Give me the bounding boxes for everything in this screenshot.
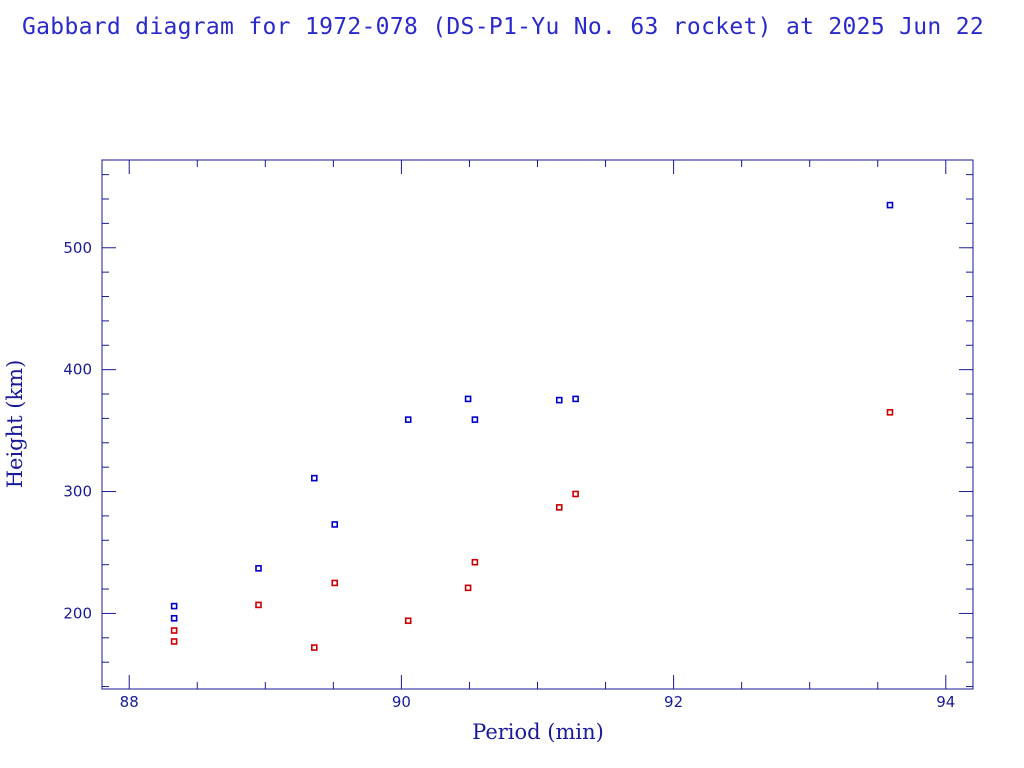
x-tick-label: 94 bbox=[936, 693, 955, 711]
apogee-point bbox=[170, 615, 178, 622]
y-tick-label: 300 bbox=[63, 483, 92, 501]
axis-ticks bbox=[102, 160, 973, 689]
y-tick-label: 200 bbox=[63, 604, 92, 622]
perigee-point bbox=[464, 584, 472, 592]
apogee-point bbox=[170, 602, 178, 610]
plot-frame bbox=[101, 159, 974, 690]
apogee-point bbox=[404, 416, 412, 423]
y-tick-label: 400 bbox=[63, 361, 92, 379]
apogee-point bbox=[311, 474, 318, 482]
y-axis-label: Height (km) bbox=[3, 360, 27, 489]
perigee-point bbox=[170, 638, 178, 645]
apogee-point bbox=[572, 395, 579, 403]
x-tick-label: 90 bbox=[392, 693, 411, 711]
apogee-point bbox=[886, 201, 894, 209]
chart-title: Gabbard diagram for 1972-078 (DS-P1-Yu N… bbox=[22, 14, 985, 40]
x-tick-label: 88 bbox=[120, 693, 139, 711]
apogee-point bbox=[464, 395, 472, 403]
y-tick-label: 500 bbox=[63, 239, 92, 257]
apogee-point bbox=[331, 521, 339, 528]
apogee-point bbox=[555, 396, 563, 404]
data-points bbox=[170, 201, 894, 651]
perigee-point bbox=[331, 579, 339, 587]
perigee-point bbox=[404, 617, 412, 625]
tick-labels: 88 90 92 94 200 300 400 500 bbox=[63, 239, 955, 711]
x-tick-label: 92 bbox=[664, 693, 683, 711]
x-axis-label: Period (min) bbox=[472, 720, 604, 744]
perigee-point bbox=[255, 601, 262, 609]
perigee-point bbox=[572, 490, 579, 498]
perigee-point bbox=[170, 627, 178, 634]
perigee-point bbox=[886, 409, 894, 416]
apogee-point bbox=[471, 416, 479, 423]
perigee-point bbox=[555, 504, 563, 511]
perigee-point bbox=[471, 558, 479, 566]
perigee-point bbox=[311, 644, 318, 651]
apogee-point bbox=[255, 565, 262, 572]
